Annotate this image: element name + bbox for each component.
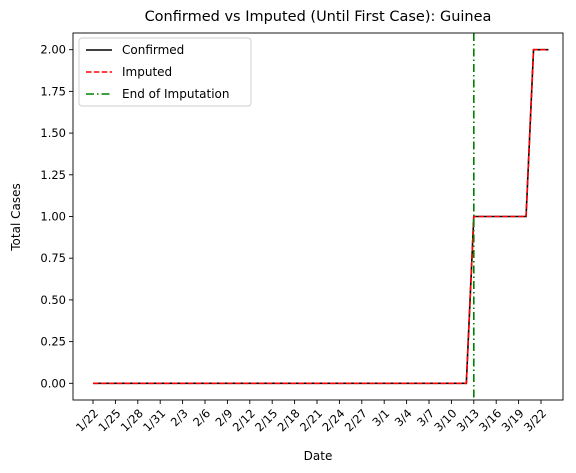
x-tick-label: 2/12	[230, 406, 258, 434]
x-tick-label: 3/1	[369, 406, 392, 429]
y-tick-label: 1.50	[40, 126, 66, 140]
y-tick-label: 0.00	[40, 376, 66, 390]
x-tick-label: 2/15	[252, 406, 280, 434]
x-tick-label: 3/13	[454, 406, 482, 434]
x-tick-label: 2/18	[275, 406, 303, 434]
y-tick-label: 1.00	[40, 210, 66, 224]
y-tick-label: 0.25	[40, 335, 66, 349]
y-tick-label: 1.25	[40, 168, 66, 182]
series-line-imputed	[93, 48, 549, 385]
plot-frame	[72, 32, 564, 401]
legend-label: End of Imputation	[122, 87, 230, 101]
y-tick-label: 0.75	[40, 251, 66, 265]
x-tick-label: 1/31	[140, 406, 168, 434]
x-tick-label: 2/6	[190, 406, 213, 429]
x-axis: 1/221/251/281/31 2/3 2/6 2/92/122/152/182/2…	[73, 400, 549, 434]
y-axis-label: Total Cases	[9, 183, 23, 251]
x-tick-label: 2/21	[297, 406, 325, 434]
y-tick-label: 2.00	[40, 43, 66, 57]
x-tick-label: 3/10	[431, 406, 459, 434]
plot-area	[93, 33, 549, 400]
x-tick-label: 3/16	[476, 406, 504, 434]
y-axis: 0.00 0.25 0.50 0.75 1.00 1.25 1.50 1.75 2.00	[40, 43, 73, 390]
y-tick-label: 0.50	[40, 293, 66, 307]
chart-title: Confirmed vs Imputed (Until First Case):…	[145, 9, 492, 25]
x-tick-label: 2/3	[168, 406, 191, 429]
legend-box	[78, 37, 252, 107]
x-tick-label: 3/19	[499, 406, 527, 434]
x-tick-label: 2/24	[319, 406, 347, 434]
x-tick-label: 1/25	[95, 406, 123, 434]
x-tick-label: 1/22	[73, 406, 101, 434]
y-tick-label: 1.75	[40, 84, 66, 98]
legend-label: Confirmed	[122, 43, 184, 57]
legend-label: Imputed	[122, 65, 172, 79]
x-tick-label: 3/22	[521, 406, 549, 434]
x-tick-label: 2/27	[342, 406, 370, 434]
x-tick-label: 1/28	[118, 406, 146, 434]
x-axis-label: Date	[304, 449, 333, 463]
x-tick-label: 3/4	[392, 406, 415, 429]
legend: Confirmed Imputed End of Imputation	[78, 37, 252, 107]
